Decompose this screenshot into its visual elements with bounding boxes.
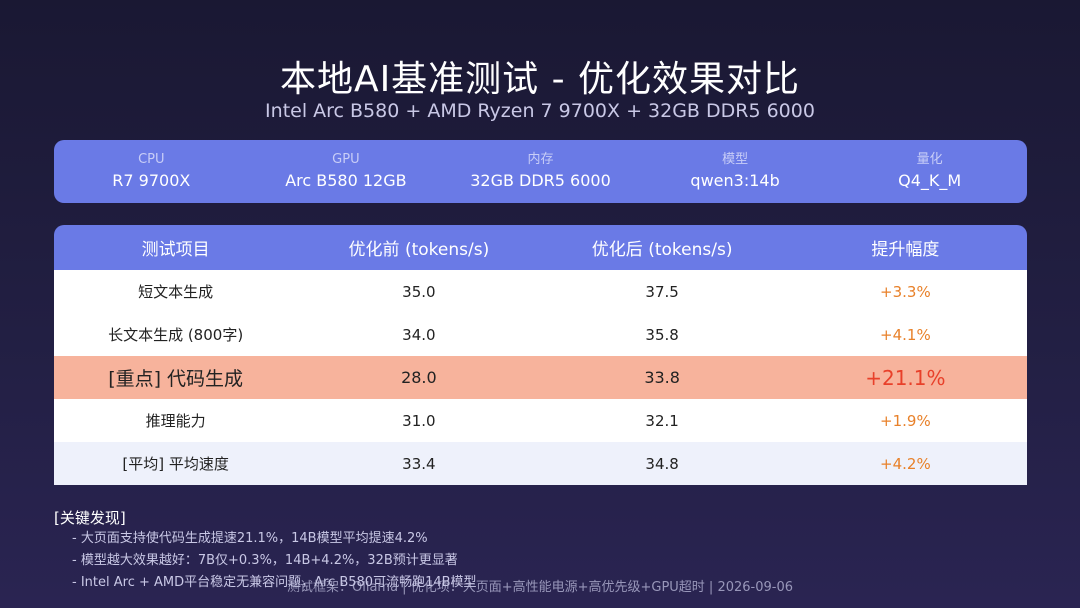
spec-cpu: CPU R7 9700X [54, 152, 249, 192]
spec-label: 模型 [722, 151, 749, 167]
row-name: [平均] 平均速度 [122, 455, 229, 473]
spec-gpu: GPU Arc B580 12GB [249, 152, 444, 192]
column-header-before: 优化前 (tokens/s) [348, 240, 490, 260]
row-after: 32.1 [645, 411, 679, 430]
row-before: 34.0 [402, 325, 436, 344]
row-before: 31.0 [402, 411, 436, 430]
spec-value: qwen3:14b [690, 170, 780, 190]
finding-item: - Intel Arc + AMD平台稳定无兼容问题，Arc B580可流畅跑1… [72, 575, 477, 590]
row-name: 长文本生成 (800字) [108, 326, 244, 344]
key-findings: [关键发现] - 大页面支持使代码生成提速21.1%，14B模型平均提速4.2%… [54, 508, 1034, 594]
spec-label: GPU [332, 151, 360, 167]
row-after: 34.8 [645, 454, 679, 473]
row-name: 推理能力 [145, 412, 206, 430]
row-gain: +1.9% [880, 411, 931, 430]
benchmark-table: 测试项目 优化前 (tokens/s) 优化后 (tokens/s) 提升幅度 … [54, 225, 1027, 485]
page-title: 本地AI基准测试 - 优化效果对比 [279, 59, 801, 100]
spec-value: 32GB DDR5 6000 [470, 170, 611, 190]
finding-item: - 大页面支持使代码生成提速21.1%，14B模型平均提速4.2% [72, 531, 428, 546]
findings-title: [关键发现] [54, 509, 126, 527]
column-header-test-item: 测试项目 [141, 240, 210, 260]
table-row-average: [平均] 平均速度 33.4 34.8 +4.2% [54, 442, 1027, 485]
row-before: 33.4 [402, 454, 436, 473]
spec-label: 内存 [527, 151, 554, 167]
table-row: 短文本生成 35.0 37.5 +3.3% [54, 270, 1027, 313]
column-header-gain: 提升幅度 [871, 240, 940, 260]
column-header-after: 优化后 (tokens/s) [591, 240, 733, 260]
table-header: 测试项目 优化前 (tokens/s) 优化后 (tokens/s) 提升幅度 [54, 225, 1027, 270]
spec-quantization: 量化 Q4_K_M [832, 152, 1027, 192]
spec-value: Arc B580 12GB [285, 170, 407, 190]
row-gain: +4.1% [880, 325, 931, 344]
spec-value: R7 9700X [112, 170, 191, 190]
spec-label: 量化 [916, 151, 943, 167]
row-before: 35.0 [402, 282, 436, 301]
table-row: 长文本生成 (800字) 34.0 35.8 +4.1% [54, 313, 1027, 356]
row-after: 37.5 [645, 282, 679, 301]
row-after: 33.8 [644, 368, 680, 387]
spec-memory: 内存 32GB DDR5 6000 [443, 152, 638, 192]
spec-model: 模型 qwen3:14b [638, 152, 833, 192]
spec-bar: CPU R7 9700X GPU Arc B580 12GB 内存 32GB D… [54, 140, 1027, 203]
table-row-highlight: [重点] 代码生成 28.0 33.8 +21.1% [54, 356, 1027, 399]
row-name: 短文本生成 [138, 283, 214, 301]
table-row: 推理能力 31.0 32.1 +1.9% [54, 399, 1027, 442]
spec-value: Q4_K_M [898, 170, 962, 190]
row-gain: +4.2% [880, 454, 931, 473]
footer-note: 测试框架：Ollama | 优化项：大页面+高性能电源+高优先级+GPU超时 |… [287, 580, 793, 595]
row-gain: +21.1% [865, 365, 946, 390]
spec-label: CPU [138, 151, 165, 167]
finding-item: - 模型越大效果越好：7B仅+0.3%，14B+4.2%，32B预计更显著 [72, 553, 458, 568]
row-after: 35.8 [645, 325, 679, 344]
page-subtitle: Intel Arc B580 + AMD Ryzen 7 9700X + 32G… [265, 100, 815, 122]
row-before: 28.0 [401, 368, 437, 387]
row-gain: +3.3% [880, 282, 931, 301]
row-name: [重点] 代码生成 [108, 368, 244, 390]
